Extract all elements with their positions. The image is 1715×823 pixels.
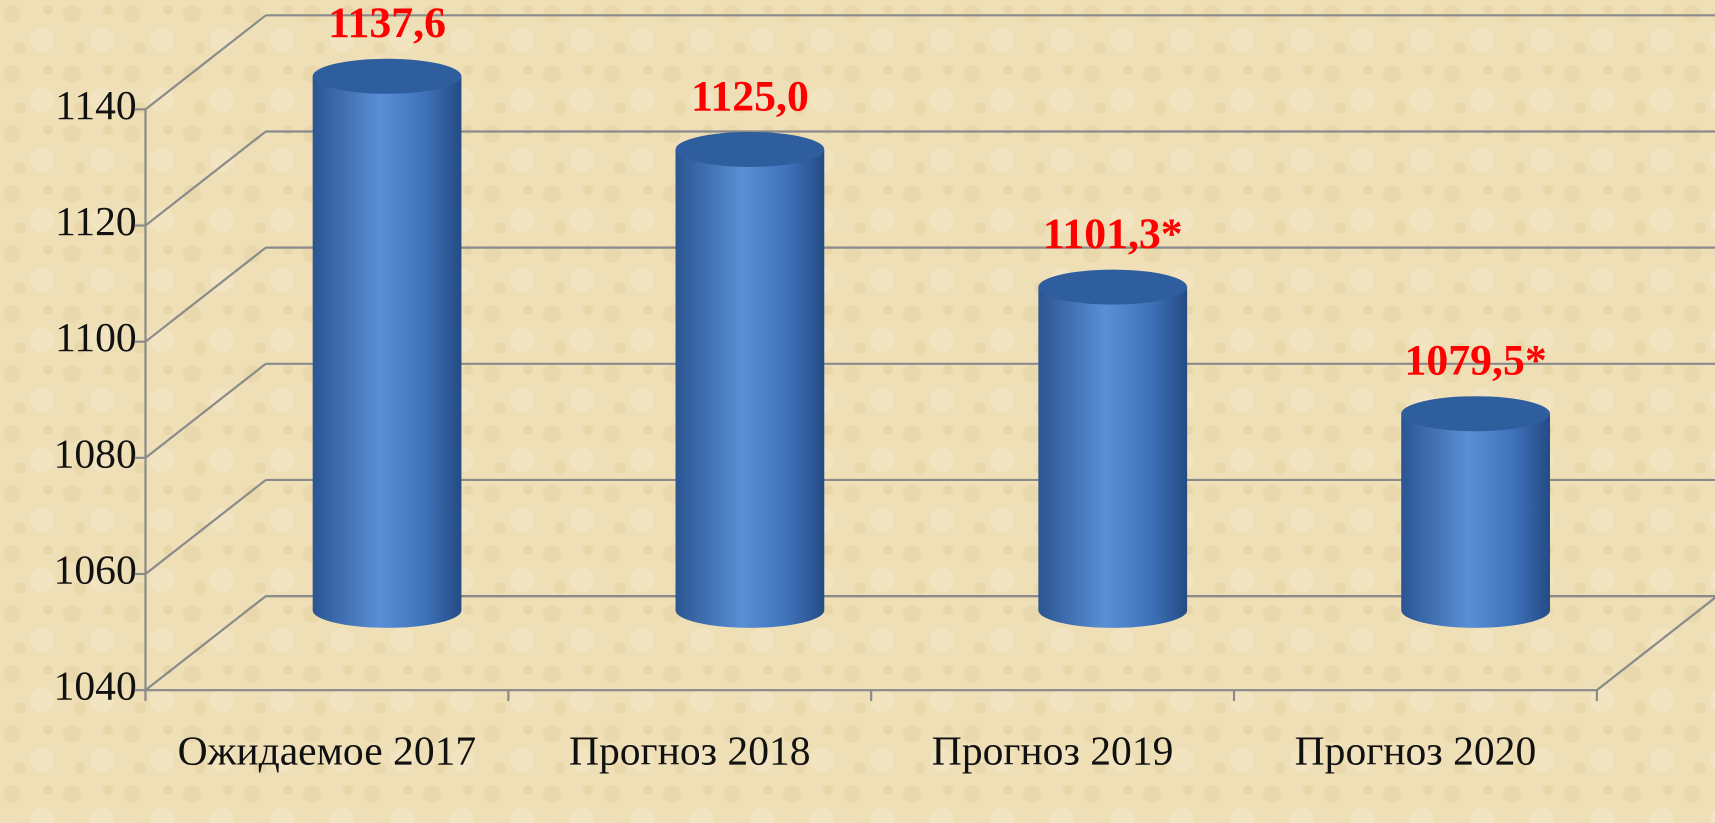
grid-line-side: [144, 130, 267, 227]
x-tick-label: Прогноз 2019: [931, 728, 1174, 775]
bar-top: [1038, 269, 1188, 305]
y-tick-label: 1060: [54, 547, 137, 593]
grid-line-side: [144, 479, 267, 575]
bar-body: [1038, 287, 1188, 628]
y-tick-label: 1120: [55, 198, 137, 244]
data-label: 1079,5*: [1405, 337, 1547, 385]
grid-line-side: [144, 362, 267, 459]
bar-top: [312, 58, 462, 94]
y-tick-label: 1080: [54, 430, 137, 476]
x-tick-label-box: Прогноз 2019: [931, 728, 1174, 775]
plot: 1040 1060 1080 1100 1120 1140 Ожидаемое 2017 11…: [54, 0, 1715, 775]
floor-right: [1596, 596, 1715, 692]
data-label: 1137,6: [328, 0, 446, 47]
y-tick-label: 1040: [54, 663, 137, 709]
bar-top: [675, 131, 825, 167]
grid-line-side: [144, 246, 267, 343]
bar: [675, 131, 825, 628]
bar: [1038, 269, 1188, 628]
grid-line-side: [144, 14, 267, 111]
bar-body: [312, 76, 462, 628]
x-tick-label-box: Прогноз 2020: [1294, 728, 1537, 775]
bar-body: [1401, 413, 1550, 628]
data-label: 1101,3*: [1043, 210, 1183, 258]
bar: [1401, 396, 1550, 628]
bar: [312, 58, 462, 628]
x-tick-label: Ожидаемое 2017: [177, 728, 477, 775]
y-tick-label: 1140: [55, 82, 137, 128]
x-tick-label: Прогноз 2020: [1294, 728, 1537, 775]
bar-top: [1401, 396, 1550, 432]
bar-body: [675, 149, 825, 628]
x-tick-label: Прогноз 2018: [568, 728, 811, 775]
y-tick-label: 1100: [55, 314, 137, 360]
data-label: 1125,0: [691, 72, 809, 120]
grid-line-side: [144, 595, 267, 692]
x-tick-label-box: Ожидаемое 2017: [177, 728, 477, 775]
x-tick-label-box: Прогноз 2018: [568, 728, 811, 775]
